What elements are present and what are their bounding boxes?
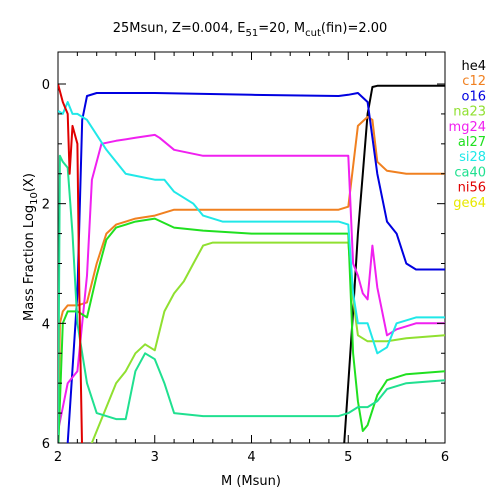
y-tick-label-1: 2 [42, 198, 50, 213]
legend-item-o16: o16 [462, 89, 487, 104]
series-line-ca40 [58, 154, 445, 443]
y-axis-label: Mass Fraction Log10(X) [22, 173, 40, 321]
series-line-na23 [90, 241, 445, 443]
legend-item-ge64: ge64 [453, 196, 486, 211]
x-tick-label-1: 3 [151, 450, 159, 465]
series-line-ni56 [58, 83, 83, 443]
legend-item-si28: si28 [459, 150, 486, 165]
legend-item-c12: c12 [462, 74, 486, 89]
series-line-c12 [58, 115, 445, 443]
series-line-o16 [66, 92, 445, 443]
x-tick-label-0: 2 [54, 450, 62, 465]
series-line-al27 [58, 217, 445, 443]
x-tick-label-2: 4 [247, 450, 255, 465]
legend-item-na23: na23 [453, 105, 486, 120]
x-tick-label-3: 5 [344, 450, 352, 465]
chart-title: 25Msun, Z=0.004, E51=20, Mcut(fin)=2.00 [113, 21, 388, 39]
series-line-si28 [58, 101, 445, 355]
x-tick-label-4: 6 [441, 450, 449, 465]
legend-item-ni56: ni56 [458, 181, 486, 196]
ticks-layer: 2 3 4 5 6 0 2 4 6 [42, 52, 449, 465]
y-tick-label-2: 4 [42, 317, 50, 332]
legend-item-mg24: mg24 [449, 120, 486, 135]
legend-item-al27: al27 [458, 135, 486, 150]
series-layer [58, 83, 445, 443]
series-line-mg24 [58, 133, 445, 432]
y-tick-label-3: 6 [42, 437, 50, 452]
y-tick-label-0: 0 [42, 78, 50, 93]
x-axis-label: M (Msun) [221, 474, 281, 489]
series-line-he4 [343, 84, 445, 443]
legend-item-he4: he4 [461, 59, 486, 74]
legend-item-ca40: ca40 [454, 165, 486, 180]
